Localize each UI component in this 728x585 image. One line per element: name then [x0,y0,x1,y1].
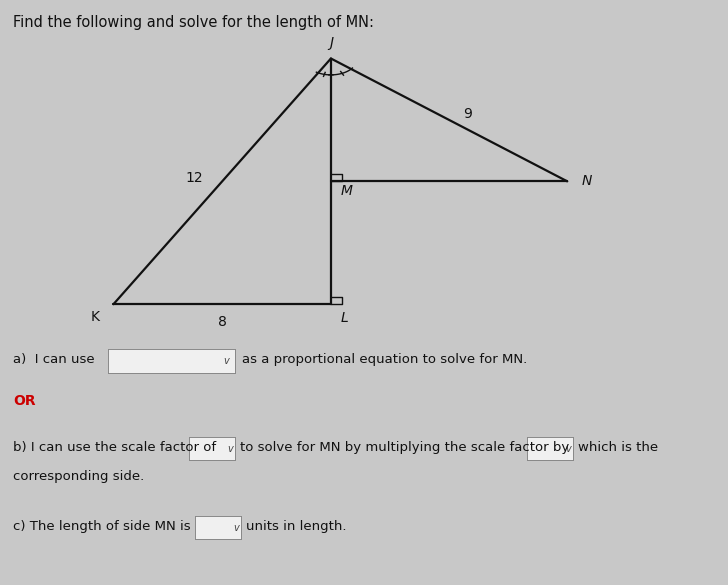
Text: which is the: which is the [578,441,658,454]
Text: b) I can use the scale factor of: b) I can use the scale factor of [13,441,216,454]
Text: to solve for MN by multiplying the scale factor by: to solve for MN by multiplying the scale… [240,441,569,454]
Text: as a proportional equation to solve for MN.: as a proportional equation to solve for … [242,353,527,366]
Text: OR: OR [13,394,36,408]
Text: 9: 9 [463,107,472,121]
Text: c) The length of side MN is: c) The length of side MN is [13,520,191,533]
Text: v: v [565,443,571,454]
Text: Find the following and solve for the length of MN:: Find the following and solve for the len… [13,15,374,30]
Text: J: J [329,36,333,50]
Text: N: N [582,174,592,188]
Text: units in length.: units in length. [246,520,347,533]
Text: L: L [341,311,348,325]
Text: v: v [233,522,239,533]
Text: 12: 12 [186,171,203,185]
Text: a)  I can use: a) I can use [13,353,95,366]
Text: K: K [90,310,99,324]
Text: 8: 8 [218,315,226,329]
Text: corresponding side.: corresponding side. [13,470,144,483]
Text: v: v [223,356,229,366]
Text: M: M [341,184,352,198]
Text: v: v [227,443,233,454]
